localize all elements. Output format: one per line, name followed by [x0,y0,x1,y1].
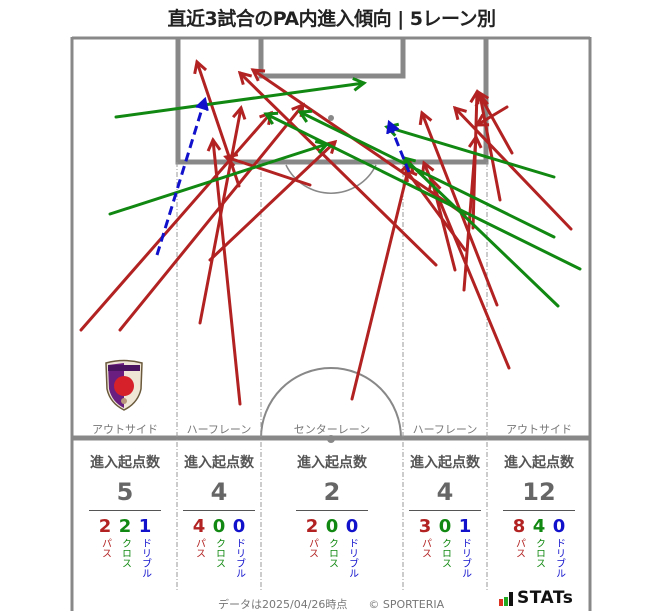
dribble-label: ドリブル [139,538,151,578]
lane-stats-center: 進入起点数 2 2 パス 0 クロス 0 ドリブル [261,452,403,578]
logo-bar-red-icon [499,599,503,606]
data-date-note: データは2025/04/26時点 [218,598,348,611]
pass-value: 3 [418,516,432,537]
dribble-value: 0 [345,516,359,537]
logo-bar-black-icon [509,592,513,606]
stat-breakdown: 4 パス 0 クロス 0 ドリブル [177,516,261,579]
stat-heading: 進入起点数 [90,455,160,471]
lane-label-halfspace-left: ハーフレーン [186,423,252,436]
stat-divider [89,510,161,511]
dribble-value: 0 [232,516,246,537]
stat-breakdown: 3 パス 0 クロス 1 ドリブル [403,516,487,579]
cross-count: 0 クロス [212,517,226,578]
pass-value: 2 [305,516,319,537]
cross-label: クロス [439,538,451,568]
stat-total: 12 [522,478,556,506]
cross-value: 0 [212,516,226,537]
stat-heading: 進入起点数 [297,455,367,471]
cross-value: 0 [438,516,452,537]
stat-heading: 進入起点数 [184,455,254,471]
dribble-arrows [155,96,411,256]
pass-count: 3 パス [418,517,432,578]
dribble-count: 0 ドリブル [552,516,566,579]
stat-heading: 進入起点数 [504,455,574,471]
lane-label-halfspace-right: ハーフレーン [412,423,478,436]
dribble-count: 0 ドリブル [232,516,246,579]
pass-count: 8 パス [512,517,526,578]
stat-breakdown: 2 パス 0 クロス 0 ドリブル [261,516,403,579]
cross-label: クロス [533,538,545,568]
pass-value: 8 [512,516,526,537]
copyright-text: © SPORTERIA [368,598,445,611]
stat-total: 2 [323,478,341,506]
dribble-value: 1 [458,516,472,537]
pass-count: 2 パス [98,517,112,578]
stats-logo: STATs [499,588,574,608]
logo-bar-green-icon [504,597,508,606]
lane-stats-outside-left: 進入起点数 5 2 パス 2 クロス 1 ドリブル [73,452,177,578]
lane-stats-outside-right: 進入起点数 12 8 パス 4 クロス 0 ドリブル [487,452,591,578]
dribble-label: ドリブル [233,538,245,578]
stat-divider [503,510,575,511]
stat-total: 5 [116,478,134,506]
dribble-value: 0 [552,516,566,537]
lane-label-outside-left: アウトサイド [92,423,158,436]
cross-value: 2 [118,516,132,537]
stat-breakdown: 8 パス 4 クロス 0 ドリブル [487,516,591,579]
stats-logo-text: STATs [517,588,574,608]
stat-divider [296,510,368,511]
footer-note: データは2025/04/26時点 © SPORTERIA [218,596,444,612]
dribble-label: ドリブル [553,538,565,578]
pass-label: パス [513,538,525,558]
stat-divider [183,510,255,511]
pass-label: パス [99,538,111,558]
pass-label: パス [306,538,318,558]
pass-value: 2 [98,516,112,537]
pass-value: 4 [192,516,206,537]
team-crest-icon [105,359,143,411]
cross-label: クロス [213,538,225,568]
cross-label: クロス [326,538,338,568]
pass-count: 4 パス [192,517,206,578]
stat-heading: 進入起点数 [410,455,480,471]
stat-divider [409,510,481,511]
stat-total: 4 [436,478,454,506]
pass-label: パス [419,538,431,558]
cross-count: 0 クロス [325,517,339,578]
dribble-label: ドリブル [459,538,471,578]
dribble-count: 1 ドリブル [138,516,152,579]
dribble-label: ドリブル [346,538,358,578]
dribble-count: 0 ドリブル [345,516,359,579]
lane-label-outside-right: アウトサイド [506,423,572,436]
dribble-value: 1 [138,516,152,537]
chart-title: 直近3試合のPA内進入傾向 | 5レーン別 [167,8,496,30]
dribble-count: 1 ドリブル [458,516,472,579]
cross-count: 0 クロス [438,517,452,578]
lane-stats-halfspace-right: 進入起点数 4 3 パス 0 クロス 1 ドリブル [403,452,487,578]
cross-value: 0 [325,516,339,537]
cross-label: クロス [119,538,131,568]
cross-value: 4 [532,516,546,537]
cross-arrows [108,77,582,308]
stat-breakdown: 2 パス 2 クロス 1 ドリブル [73,516,177,579]
pass-label: パス [193,538,205,558]
lane-label-center: センターレーン [293,423,371,436]
cross-count: 2 クロス [118,517,132,578]
cross-count: 4 クロス [532,517,546,578]
pass-arrows [79,59,573,406]
stat-total: 4 [210,478,228,506]
lane-stats-halfspace-left: 進入起点数 4 4 パス 0 クロス 0 ドリブル [177,452,261,578]
pass-count: 2 パス [305,517,319,578]
